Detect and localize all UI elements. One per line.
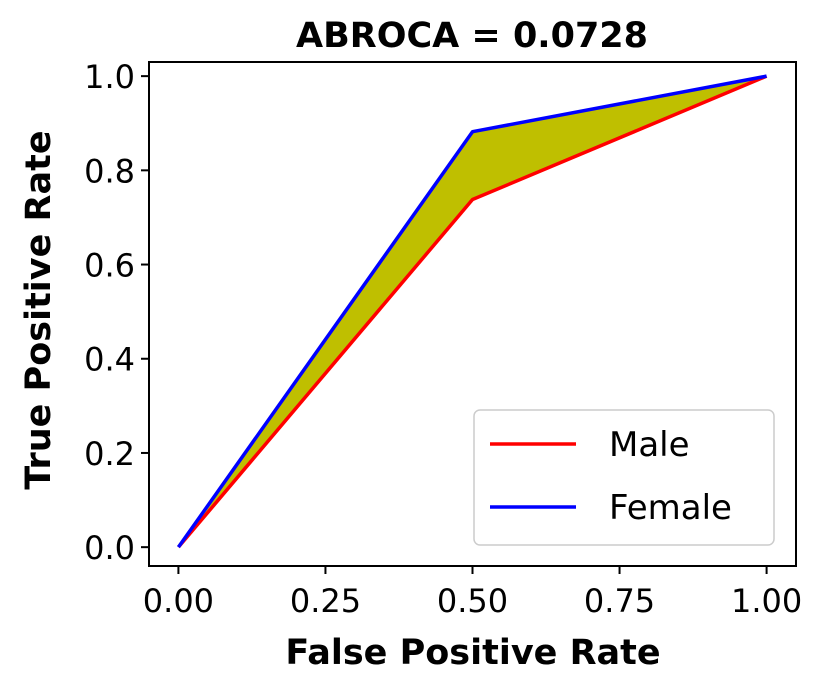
y-tick-label: 0.4 — [84, 341, 135, 379]
fill-between-area — [178, 76, 767, 548]
series-line-female — [176, 74, 767, 549]
y-axis-title: True Positive Rate — [19, 130, 59, 489]
y-tick-label: 0.8 — [84, 152, 135, 190]
x-tick-label: 0.25 — [290, 582, 361, 620]
x-tick-label: 0.50 — [437, 582, 508, 620]
series-line-male — [177, 74, 768, 549]
x-axis-title: False Positive Rate — [285, 633, 660, 673]
plot-area: 0.00 0.25 0.50 0.75 1.00 0.0 0.2 0.4 0.6 0.8 1.0 Ma… — [84, 58, 802, 620]
legend-label-female: Female — [609, 488, 732, 528]
y-tick-label: 0.2 — [84, 435, 135, 473]
legend-label-male: Male — [609, 425, 690, 465]
x-tick-label: 1.00 — [731, 582, 802, 620]
x-tick-label: 0.00 — [143, 582, 214, 620]
y-tick-label: 1.0 — [84, 58, 135, 96]
x-tick-label: 0.75 — [584, 582, 655, 620]
chart-title: ABROCA = 0.0728 — [296, 16, 648, 56]
y-tick-label: 0.6 — [84, 247, 135, 285]
y-tick-label: 0.0 — [84, 529, 135, 567]
